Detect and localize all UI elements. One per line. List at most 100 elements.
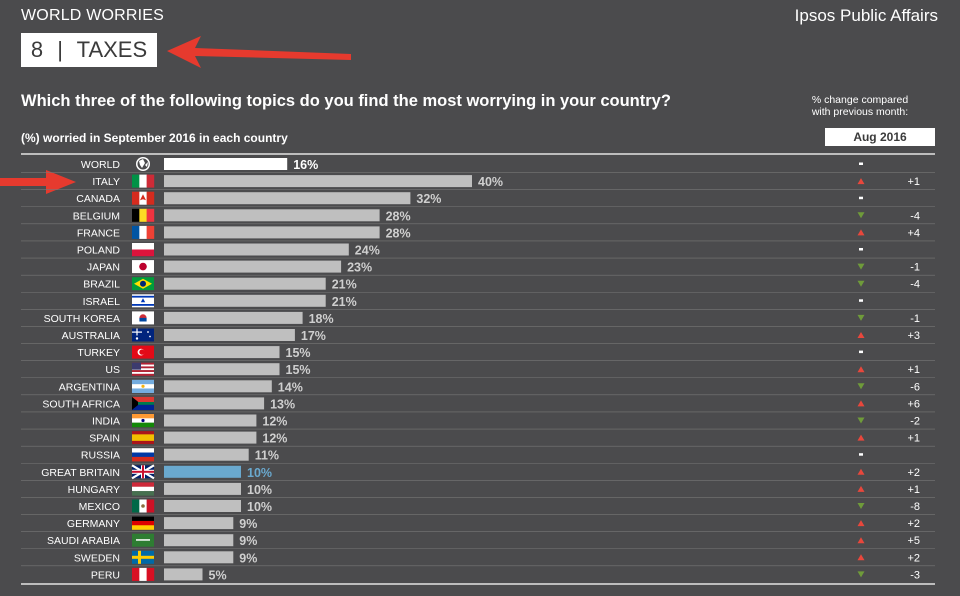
france-flag-icon (132, 225, 155, 239)
saudi-arabia-flag-icon (132, 533, 154, 547)
change-value: +1 (907, 484, 920, 496)
country-label: SPAIN (89, 433, 120, 445)
country-label: GREAT BRITAIN (41, 467, 120, 479)
india-flag-icon (132, 414, 154, 428)
value-label: 9% (239, 517, 257, 531)
peru-flag-icon (132, 567, 155, 581)
bar (164, 209, 380, 222)
value-label: 13% (270, 397, 295, 411)
topic-name: TAXES (76, 37, 148, 62)
change-value: +3 (907, 330, 920, 342)
value-label: 11% (255, 449, 279, 463)
bar (164, 568, 203, 581)
topic-pointer-arrow-icon (167, 36, 351, 68)
sweden-flag-icon (132, 550, 154, 564)
value-label: 15% (286, 363, 311, 377)
value-label: 21% (332, 278, 357, 292)
value-label: 18% (309, 312, 334, 326)
change-down-icon (857, 503, 865, 509)
country-label: AUSTRALIA (62, 330, 120, 342)
country-label: CANADA (76, 193, 120, 205)
value-label: 23% (347, 261, 372, 275)
change-value: +2 (907, 552, 920, 564)
country-label: INDIA (92, 416, 120, 428)
bar (164, 329, 295, 341)
change-value: +1 (907, 364, 920, 376)
country-label: HUNGARY (68, 484, 120, 496)
bar (164, 260, 342, 273)
change-down-icon (857, 314, 865, 321)
hungary-flag-icon (132, 482, 154, 496)
value-label: 14% (278, 380, 303, 394)
change-value: -2 (910, 416, 920, 428)
country-label: ISRAEL (83, 296, 121, 308)
change-up-icon (857, 178, 865, 185)
country-label: POLAND (77, 245, 121, 257)
change-value: +1 (907, 176, 920, 188)
bar (164, 500, 241, 512)
topic-number: 8 (30, 37, 44, 62)
italy-flag-icon (132, 174, 155, 188)
germany-flag-icon (132, 516, 154, 530)
change-same-icon (859, 196, 863, 200)
country-label: SAUDI ARABIA (47, 535, 120, 547)
russia-flag-icon (132, 448, 154, 462)
change-up-icon (857, 366, 865, 373)
comparison-month: Aug 2016 (825, 128, 935, 146)
value-label: 10% (247, 483, 272, 497)
value-label: 40% (478, 175, 503, 189)
bar (164, 243, 349, 256)
brand-name: Ipsos Public Affairs (794, 6, 938, 25)
south-africa-flag-icon (132, 396, 154, 411)
south-korea-flag-icon (132, 311, 154, 325)
change-down-icon (857, 263, 865, 270)
survey-question: Which three of the following topics do y… (21, 92, 671, 110)
value-label: 15% (286, 346, 311, 360)
change-down-icon (857, 383, 865, 390)
country-label: RUSSIA (81, 450, 120, 462)
change-value: -4 (910, 210, 920, 222)
change-caption: % change compared with previous month: (800, 94, 920, 118)
change-value: +2 (907, 518, 920, 530)
country-label: SWEDEN (74, 552, 120, 564)
country-label: BRAZIL (83, 279, 120, 291)
argentina-flag-icon (132, 379, 154, 393)
bar (164, 363, 280, 376)
country-label: FRANCE (77, 227, 120, 239)
country-label: US (105, 364, 120, 376)
topic-badge: 8 | TAXES (21, 33, 157, 67)
israel-flag-icon (132, 294, 154, 308)
change-value: -3 (910, 569, 920, 581)
bar (164, 346, 280, 359)
spain-flag-icon (132, 431, 154, 445)
bottom-divider (21, 583, 935, 585)
change-same-icon (859, 162, 863, 165)
bar (164, 175, 472, 188)
change-down-icon (857, 212, 865, 219)
change-value: +2 (907, 467, 920, 479)
chart-subtitle: (%) worried in September 2016 in each co… (21, 131, 288, 145)
bar (164, 380, 272, 393)
change-down-icon (857, 571, 865, 578)
canada-flag-icon (132, 191, 155, 205)
change-up-icon (857, 554, 865, 561)
change-up-icon (857, 400, 865, 407)
value-label: 10% (247, 500, 272, 514)
value-label: 16% (293, 158, 318, 172)
value-label: 12% (262, 415, 287, 429)
change-same-icon (859, 248, 863, 251)
country-label: ITALY (92, 176, 120, 188)
change-value: +5 (907, 535, 920, 547)
italy-pointer-arrow-icon (0, 170, 76, 194)
brazil-flag-icon (132, 277, 154, 291)
bar (164, 311, 303, 324)
country-label: PERU (91, 569, 120, 581)
change-up-icon (857, 520, 865, 527)
bar (164, 277, 326, 290)
change-same-icon (859, 299, 863, 302)
change-up-icon (857, 434, 865, 441)
change-down-icon (857, 280, 865, 287)
poland-flag-icon (132, 243, 154, 257)
page-section-title: WORLD WORRIES (21, 7, 165, 24)
